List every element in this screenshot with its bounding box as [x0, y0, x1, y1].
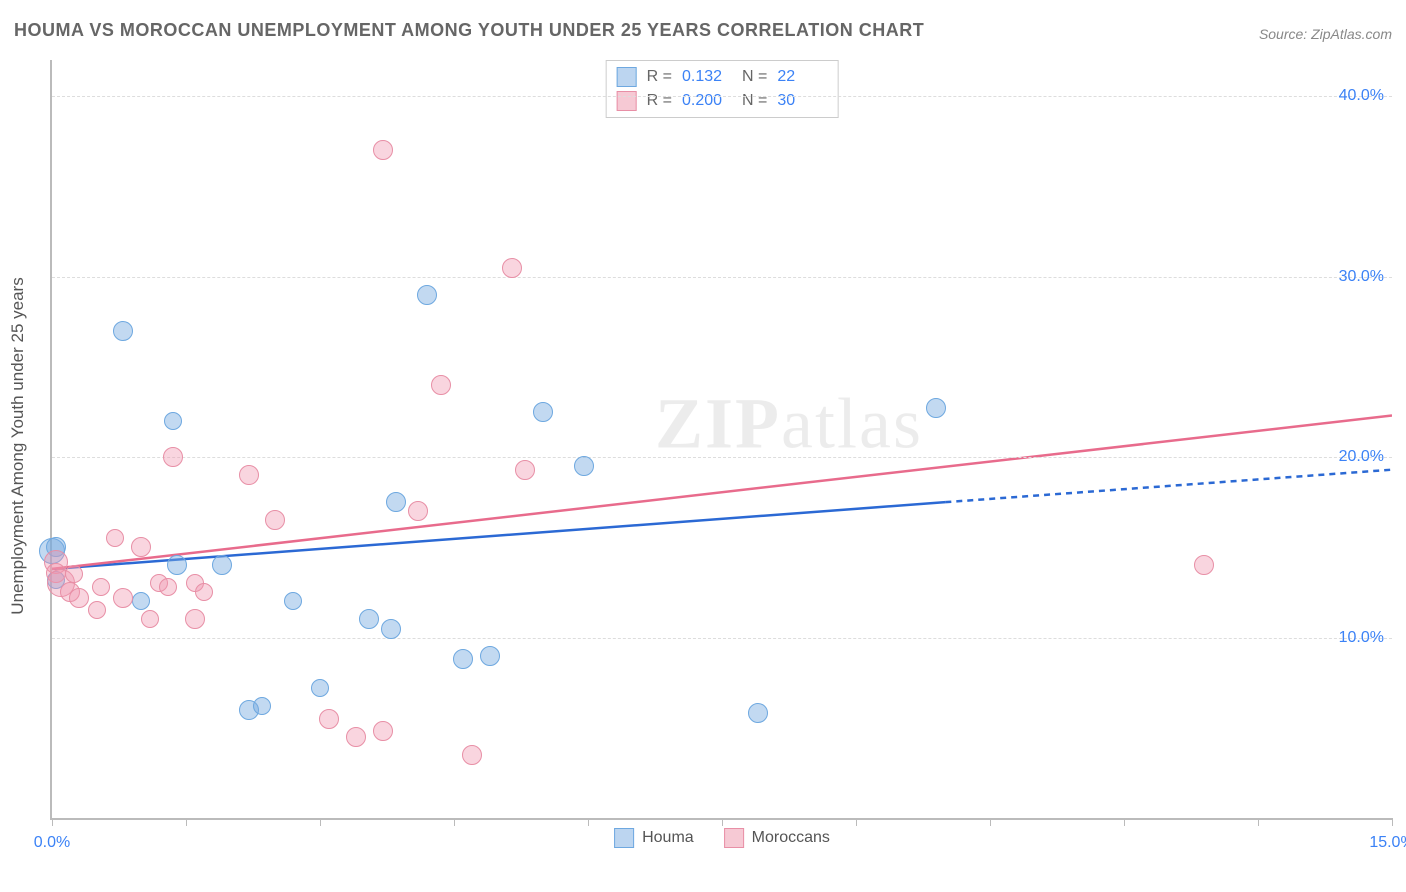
data-point: [106, 529, 124, 547]
swatch-moroccans: [617, 91, 637, 111]
data-point: [386, 492, 406, 512]
data-point: [359, 609, 379, 629]
x-tick: [1258, 818, 1259, 826]
n-label: N =: [742, 89, 767, 113]
data-point: [502, 258, 522, 278]
x-tick-label: 15.0%: [1369, 834, 1406, 852]
data-point: [346, 727, 366, 747]
r-value-houma: 0.132: [682, 65, 732, 89]
swatch-houma: [617, 67, 637, 87]
series-legend: Houma Moroccans: [614, 828, 830, 848]
data-point: [533, 402, 553, 422]
data-point: [69, 588, 89, 608]
data-point: [239, 465, 259, 485]
data-point: [417, 285, 437, 305]
gridline: [52, 638, 1392, 639]
data-point: [1194, 555, 1214, 575]
data-point: [131, 537, 151, 557]
data-point: [132, 592, 150, 610]
gridline: [52, 277, 1392, 278]
plot-area: ZIPatlas R = 0.132 N = 22 R = 0.200 N = …: [50, 60, 1392, 820]
source-link[interactable]: ZipAtlas.com: [1311, 26, 1392, 42]
legend-item-moroccans: Moroccans: [724, 828, 830, 848]
swatch-moroccans-bottom: [724, 828, 744, 848]
x-tick-label: 0.0%: [34, 834, 70, 852]
data-point: [159, 578, 177, 596]
n-value-moroccans: 30: [777, 89, 827, 113]
x-tick: [186, 818, 187, 826]
data-point: [284, 592, 302, 610]
data-point: [265, 510, 285, 530]
legend-item-houma: Houma: [614, 828, 694, 848]
data-point: [381, 619, 401, 639]
legend-row-moroccans: R = 0.200 N = 30: [617, 89, 828, 113]
data-point: [373, 721, 393, 741]
watermark-rest: atlas: [781, 383, 923, 463]
data-point: [748, 703, 768, 723]
data-point: [574, 456, 594, 476]
data-point: [212, 555, 232, 575]
swatch-houma-bottom: [614, 828, 634, 848]
n-label: N =: [742, 65, 767, 89]
data-point: [113, 588, 133, 608]
x-tick: [454, 818, 455, 826]
y-tick-label: 10.0%: [1339, 629, 1384, 647]
data-point: [408, 501, 428, 521]
x-tick: [990, 818, 991, 826]
x-tick: [1392, 818, 1393, 826]
gridline: [52, 96, 1392, 97]
data-point: [431, 375, 451, 395]
data-point: [253, 697, 271, 715]
r-value-moroccans: 0.200: [682, 89, 732, 113]
data-point: [164, 412, 182, 430]
x-tick: [320, 818, 321, 826]
gridline: [52, 457, 1392, 458]
chart-title: HOUMA VS MOROCCAN UNEMPLOYMENT AMONG YOU…: [14, 20, 924, 41]
x-tick: [722, 818, 723, 826]
data-point: [185, 609, 205, 629]
data-point: [113, 321, 133, 341]
x-tick: [1124, 818, 1125, 826]
data-point: [373, 140, 393, 160]
data-point: [462, 745, 482, 765]
y-tick-label: 20.0%: [1339, 448, 1384, 466]
x-tick: [856, 818, 857, 826]
data-point: [453, 649, 473, 669]
legend-label-houma: Houma: [642, 829, 694, 847]
r-label: R =: [647, 89, 672, 113]
source-label: Source:: [1259, 26, 1307, 42]
r-label: R =: [647, 65, 672, 89]
data-point: [163, 447, 183, 467]
legend-row-houma: R = 0.132 N = 22: [617, 65, 828, 89]
x-tick: [52, 818, 53, 826]
y-tick-label: 30.0%: [1339, 268, 1384, 286]
source-attribution: Source: ZipAtlas.com: [1259, 26, 1392, 42]
x-tick: [588, 818, 589, 826]
n-value-houma: 22: [777, 65, 827, 89]
watermark-bold: ZIP: [655, 383, 781, 463]
watermark: ZIPatlas: [655, 382, 923, 465]
y-axis-title: Unemployment Among Youth under 25 years: [8, 277, 28, 614]
data-point: [141, 610, 159, 628]
correlation-legend: R = 0.132 N = 22 R = 0.200 N = 30: [606, 60, 839, 118]
data-point: [195, 583, 213, 601]
legend-label-moroccans: Moroccans: [752, 829, 830, 847]
data-point: [65, 565, 83, 583]
data-point: [167, 555, 187, 575]
data-point: [311, 679, 329, 697]
y-tick-label: 40.0%: [1339, 87, 1384, 105]
data-point: [88, 601, 106, 619]
data-point: [515, 460, 535, 480]
data-point: [319, 709, 339, 729]
chart-container: HOUMA VS MOROCCAN UNEMPLOYMENT AMONG YOU…: [0, 0, 1406, 892]
data-point: [92, 578, 110, 596]
data-point: [926, 398, 946, 418]
data-point: [480, 646, 500, 666]
